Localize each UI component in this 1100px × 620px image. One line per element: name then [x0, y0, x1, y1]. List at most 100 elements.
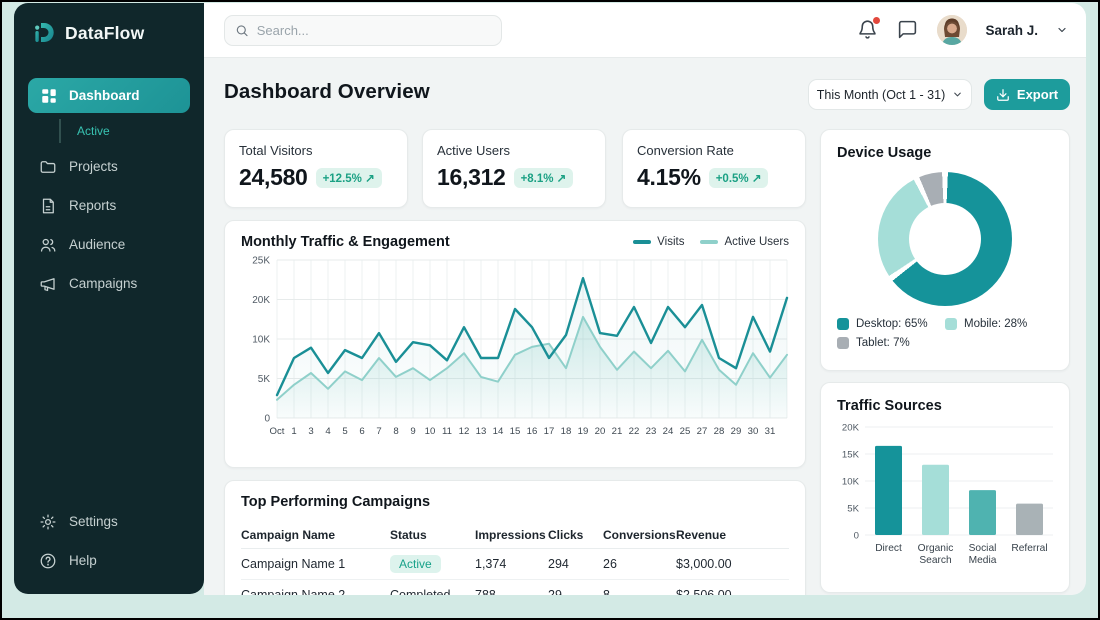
svg-text:25: 25 — [680, 426, 691, 437]
svg-text:Search: Search — [919, 555, 951, 566]
svg-text:17: 17 — [544, 426, 555, 437]
sidebar-item-dashboard[interactable]: Dashboard — [28, 78, 190, 113]
mobile-legend-swatch — [945, 318, 957, 330]
svg-text:20K: 20K — [252, 295, 270, 306]
svg-text:5K: 5K — [258, 374, 271, 385]
stat-label: Conversion Rate — [637, 143, 791, 158]
svg-text:1: 1 — [291, 426, 296, 437]
users-icon — [39, 236, 57, 254]
svg-text:10K: 10K — [252, 335, 270, 346]
svg-text:6: 6 — [359, 426, 364, 437]
sidebar-item-label: Dashboard — [69, 88, 140, 103]
sidebar: DataFlow Dashboard Active Projects — [14, 3, 204, 594]
svg-text:Media: Media — [969, 555, 997, 566]
sidebar-item-help[interactable]: Help — [14, 541, 204, 580]
status-text: Completed — [390, 588, 475, 595]
svg-text:20: 20 — [595, 426, 606, 437]
chevron-down-icon — [952, 89, 963, 100]
sidebar-item-reports[interactable]: Reports — [14, 186, 204, 225]
table-row[interactable]: Campaign Name 2 Completed 788 29 8 $2,50… — [241, 580, 789, 595]
notifications-button[interactable] — [857, 19, 879, 41]
stat-label: Active Users — [437, 143, 591, 158]
svg-text:0: 0 — [854, 531, 859, 542]
stat-card-active-users: Active Users 16,312 +8.1% ↗ — [422, 129, 606, 208]
monthly-traffic-line-chart[interactable]: 25K20K10K5K0Oct1345678910111213141516171… — [241, 250, 791, 450]
svg-text:28: 28 — [714, 426, 725, 437]
svg-text:11: 11 — [442, 426, 452, 437]
svg-text:12: 12 — [459, 426, 470, 437]
sidebar-item-projects[interactable]: Projects — [14, 147, 204, 186]
sidebar-item-label: Reports — [69, 198, 116, 213]
svg-text:27: 27 — [697, 426, 708, 437]
avatar[interactable] — [937, 15, 967, 45]
topbar: Sarah J. — [204, 3, 1086, 58]
device-usage-donut-chart[interactable] — [878, 172, 1012, 306]
svg-text:21: 21 — [612, 426, 623, 437]
search-box[interactable] — [224, 15, 502, 46]
stat-value: 24,580 — [239, 164, 308, 191]
stat-card-total-visitors: Total Visitors 24,580 +12.5% ↗ — [224, 129, 408, 208]
date-range-select[interactable]: This Month (Oct 1 - 31) — [808, 79, 972, 110]
svg-text:30: 30 — [748, 426, 759, 437]
table-title: Top Performing Campaigns — [241, 494, 430, 510]
user-name[interactable]: Sarah J. — [985, 23, 1038, 38]
sidebar-item-audience[interactable]: Audience — [14, 225, 204, 264]
sidebar-item-label: Projects — [69, 159, 118, 174]
search-input[interactable] — [257, 23, 491, 38]
svg-text:Referral: Referral — [1011, 543, 1047, 554]
dataflow-logo-icon — [30, 20, 56, 46]
sidebar-item-campaigns[interactable]: Campaigns — [14, 264, 204, 303]
svg-text:7: 7 — [376, 426, 381, 437]
svg-text:23: 23 — [646, 426, 657, 437]
stat-delta-badge: +0.5% ↗ — [709, 168, 769, 188]
svg-text:25K: 25K — [252, 256, 270, 267]
legend-label: Active Users — [724, 236, 789, 248]
svg-text:15K: 15K — [842, 450, 860, 461]
download-icon — [996, 88, 1010, 102]
sidebar-item-label: Help — [69, 553, 97, 568]
svg-text:19: 19 — [578, 426, 589, 437]
svg-text:10K: 10K — [842, 477, 860, 488]
traffic-sources-bar-chart[interactable]: 20K15K10K5K0DirectOrganicSearchSocialMed… — [837, 415, 1055, 577]
svg-text:22: 22 — [629, 426, 640, 437]
stat-delta-badge: +8.1% ↗ — [514, 168, 574, 188]
svg-text:0: 0 — [264, 414, 270, 425]
traffic-sources-card: Traffic Sources 20K 15K 10K 5K 0 Direct Organi… — [820, 382, 1070, 593]
notification-dot — [873, 17, 880, 24]
svg-text:24: 24 — [663, 426, 674, 437]
legend-label: Visits — [657, 236, 684, 248]
svg-text:5K: 5K — [847, 504, 859, 515]
svg-text:29: 29 — [731, 426, 742, 437]
svg-text:Organic: Organic — [918, 543, 954, 554]
page-title: Dashboard Overview — [224, 80, 430, 104]
traffic-engagement-card: Monthly Traffic & Engagement Visits Acti… — [224, 220, 806, 468]
svg-text:9: 9 — [410, 426, 415, 437]
status-badge: Active — [390, 555, 441, 573]
dashboard-grid-icon — [40, 87, 58, 105]
chart-title: Device Usage — [837, 145, 931, 161]
sidebar-item-label: Settings — [69, 514, 118, 529]
chevron-down-icon[interactable] — [1056, 24, 1068, 36]
svg-text:10: 10 — [425, 426, 436, 437]
svg-text:Direct: Direct — [875, 543, 902, 554]
sidebar-item-settings[interactable]: Settings — [14, 502, 204, 541]
desktop-legend-swatch — [837, 318, 849, 330]
chart-legend: Visits Active Users — [633, 236, 789, 248]
document-icon — [39, 197, 57, 215]
svg-text:16: 16 — [527, 426, 538, 437]
table-header-row: Campaign Name Status Impressions Clicks … — [241, 521, 789, 549]
active-users-legend-swatch — [700, 240, 718, 244]
export-button[interactable]: Export — [984, 79, 1070, 110]
svg-text:20K: 20K — [842, 423, 860, 434]
topbar-actions: Sarah J. — [857, 3, 1068, 57]
svg-text:5: 5 — [342, 426, 347, 437]
sidebar-item-label: Campaigns — [69, 276, 137, 291]
table-row[interactable]: Campaign Name 1 Active 1,374 294 26 $3,0… — [241, 549, 789, 580]
sidebar-item-label: Audience — [69, 237, 125, 252]
chart-title: Traffic Sources — [837, 398, 942, 414]
messages-button[interactable] — [897, 19, 919, 41]
chart-title: Monthly Traffic & Engagement — [241, 234, 450, 250]
sidebar-subitem-active[interactable]: Active — [59, 119, 204, 143]
top-campaigns-card: Top Performing Campaigns Campaign Name S… — [224, 480, 806, 595]
svg-text:Oct: Oct — [270, 426, 285, 437]
